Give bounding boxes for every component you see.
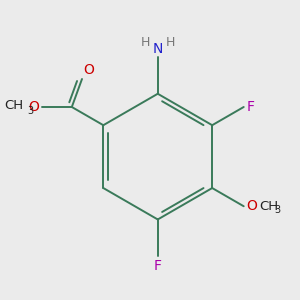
Text: N: N [153,42,163,56]
Text: O: O [28,100,39,114]
Text: CH: CH [5,98,24,112]
Text: O: O [84,63,94,77]
Text: H: H [140,36,150,49]
Text: F: F [247,100,255,114]
Text: 3: 3 [28,106,34,116]
Text: F: F [154,259,162,273]
Text: O: O [246,199,257,213]
Text: H: H [166,36,175,49]
Text: 3: 3 [274,205,280,214]
Text: CH: CH [260,200,279,213]
